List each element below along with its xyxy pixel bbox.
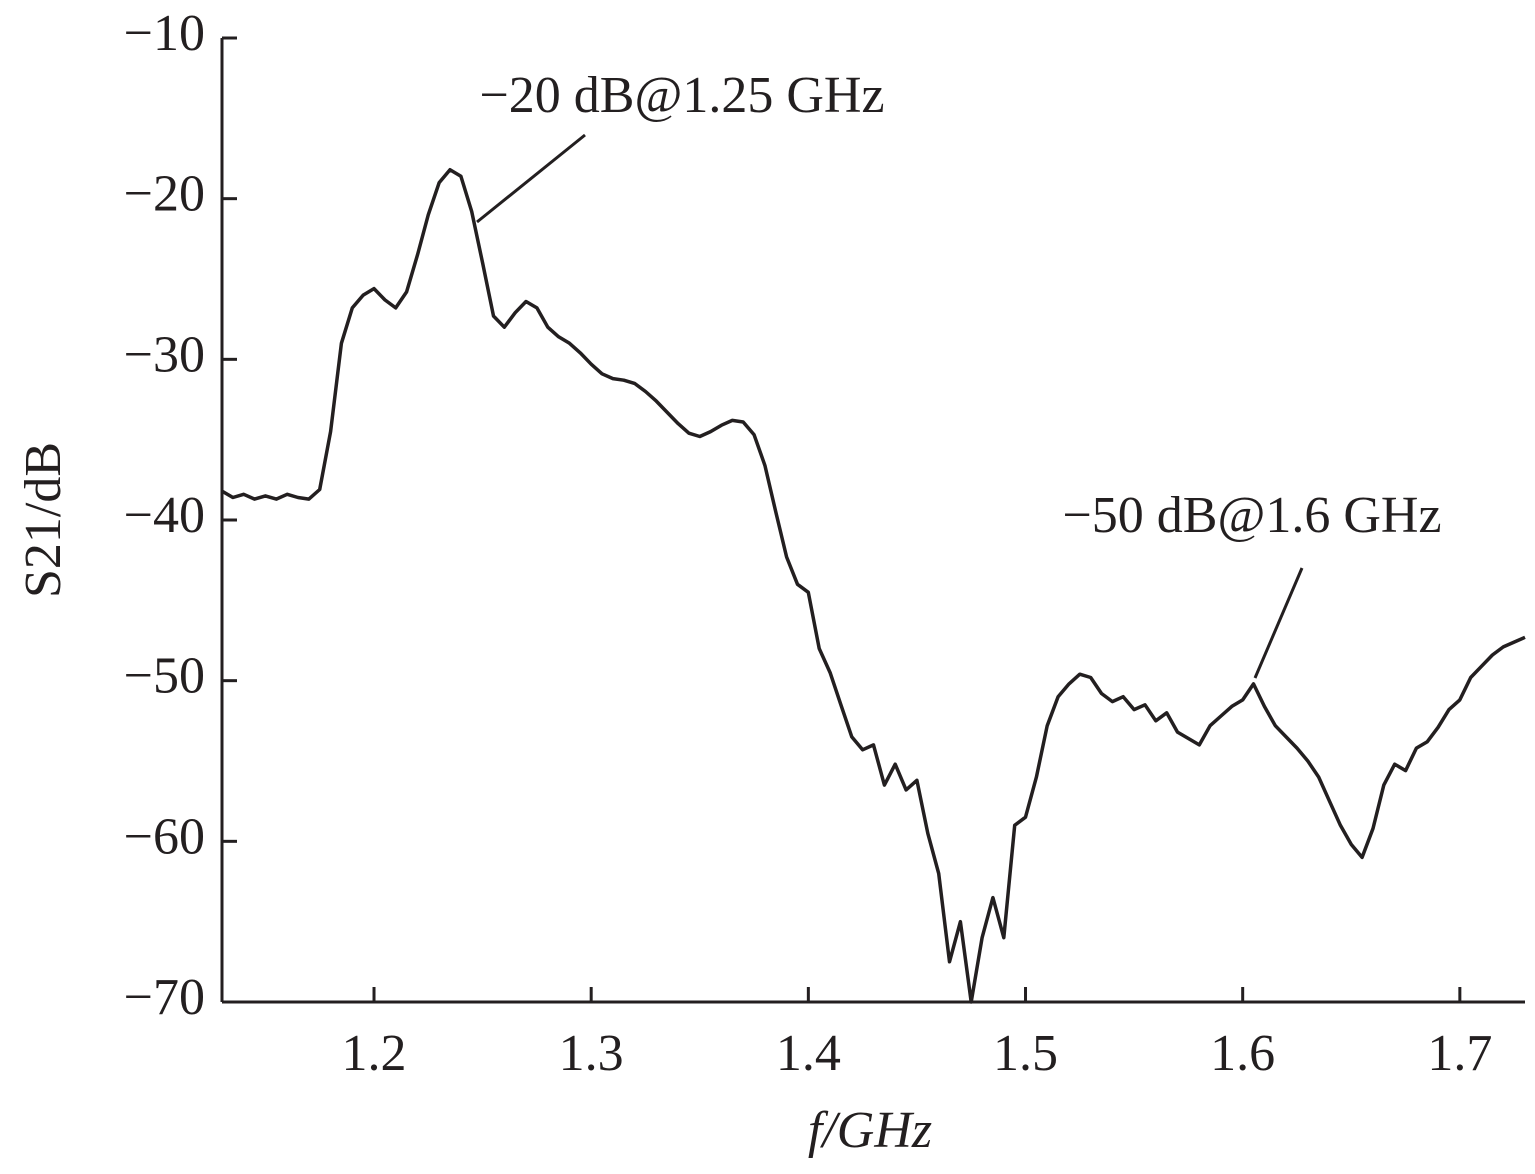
y-tick-label: −20: [124, 166, 205, 223]
x-tick-label: 1.3: [559, 1025, 624, 1082]
annotation: −50 dB@1.6 GHz: [1062, 487, 1441, 544]
x-tick-label: 1.2: [342, 1025, 407, 1082]
x-tick-label: 1.7: [1427, 1025, 1492, 1082]
line-series: [221, 167, 1526, 1004]
y-tick-label: −30: [124, 326, 205, 383]
y-tick-label: −10: [124, 5, 205, 62]
x-axis-label: f/GHz: [808, 1102, 932, 1159]
annotation-leader: [476, 133, 586, 224]
y-tick-label: −50: [124, 648, 205, 705]
y-axis-label: S21/dB: [15, 442, 72, 598]
annotation: −20 dB@1.25 GHz: [479, 67, 884, 124]
x-tick-label: 1.4: [776, 1025, 841, 1082]
annotation-leader: [1253, 567, 1304, 679]
x-tick-label: 1.6: [1210, 1025, 1275, 1082]
y-tick-label: −40: [124, 487, 205, 544]
y-tick-label: −70: [124, 969, 205, 1026]
x-tick-label: 1.5: [993, 1025, 1058, 1082]
y-tick-label: −60: [124, 808, 205, 865]
